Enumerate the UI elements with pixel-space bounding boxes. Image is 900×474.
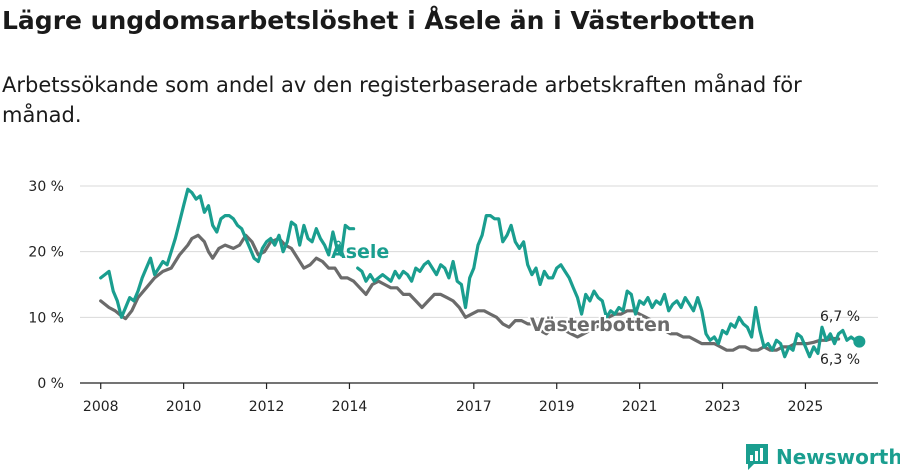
end-point-marker-asele [853, 335, 866, 348]
x-tick-label: 2014 [332, 399, 368, 415]
series-line-vasterbotten-0 [99, 233, 841, 352]
page-subtitle: Arbetssökande som andel av den registerb… [2, 73, 802, 127]
series-line-asele-1 [99, 187, 356, 319]
brand: Newsworthy [744, 441, 900, 473]
y-tick-label: 20 % [28, 245, 64, 261]
axis-layer: 0 % 10 % 20 % 30 % 2008 2010 2012 2014 2017 2019 2… [28, 179, 878, 415]
y-tick-label: 0 % [37, 376, 64, 392]
x-tick-label: 2023 [705, 399, 741, 415]
x-tick-label: 2008 [83, 399, 119, 415]
series-label-asele: Åsele [331, 239, 389, 263]
x-tick-label: 2019 [539, 399, 575, 415]
series-line-asele-2 [356, 214, 861, 359]
series-layer [99, 187, 866, 359]
x-tick-label: 2021 [622, 399, 658, 415]
label-layer: Åsele Västerbotten 6,7 % 6,3 % [331, 239, 860, 368]
end-label-asele: 6,3 % [820, 352, 860, 368]
x-tick-label: 2025 [788, 399, 824, 415]
y-tick-label: 30 % [28, 179, 64, 195]
x-tick-label: 2017 [456, 399, 492, 415]
newsworthy-logo-icon [746, 444, 768, 470]
series-label-vasterbotten: Västerbotten [530, 314, 670, 336]
x-tick-label: 2012 [249, 399, 285, 415]
y-tick-label: 10 % [28, 310, 64, 326]
x-tick-label: 2010 [166, 399, 202, 415]
grid-layer [80, 185, 878, 318]
brand-name: Newsworthy [776, 445, 900, 469]
end-label-vasterbotten: 6,7 % [820, 309, 860, 325]
page-title: Lägre ungdomsarbetslöshet i Åsele än i V… [2, 6, 756, 35]
